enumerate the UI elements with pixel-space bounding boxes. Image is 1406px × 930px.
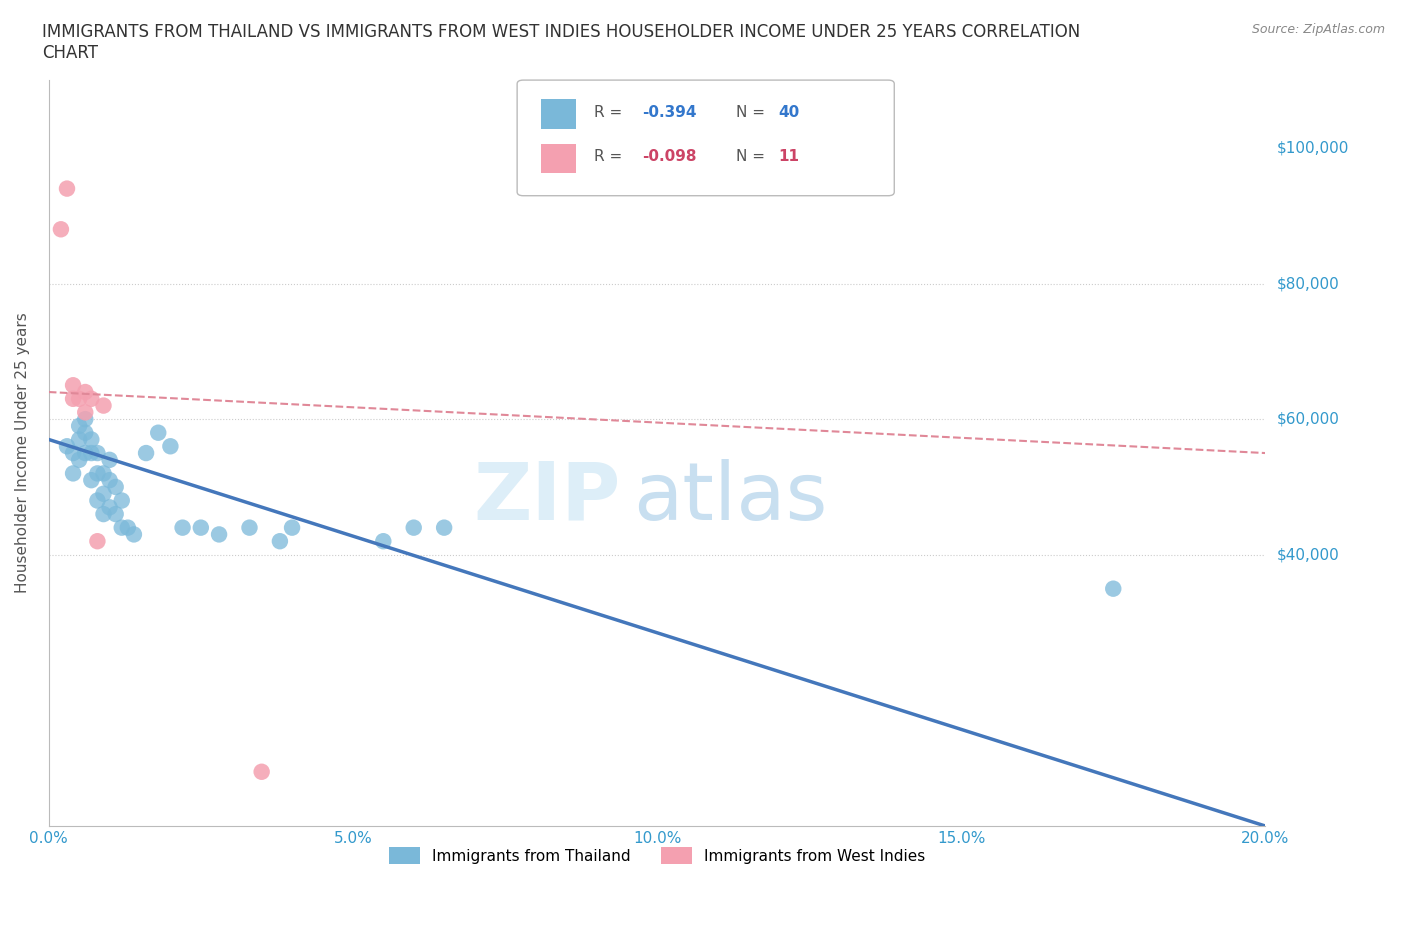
Point bbox=[75, 445, 97, 460]
Text: Source: ZipAtlas.com: Source: ZipAtlas.com bbox=[1251, 23, 1385, 36]
Point bbox=[67, 418, 90, 433]
Point bbox=[98, 452, 121, 467]
Point bbox=[148, 425, 170, 440]
Text: -0.098: -0.098 bbox=[643, 150, 697, 165]
Y-axis label: Householder Income Under 25 years: Householder Income Under 25 years bbox=[15, 312, 30, 593]
Point bbox=[208, 527, 231, 542]
Text: ZIP: ZIP bbox=[474, 458, 620, 537]
Text: R =: R = bbox=[593, 150, 627, 165]
Point bbox=[402, 520, 425, 535]
Point bbox=[281, 520, 304, 535]
Text: N =: N = bbox=[737, 150, 770, 165]
Point bbox=[172, 520, 194, 535]
Point bbox=[111, 493, 134, 508]
Point bbox=[122, 527, 145, 542]
Point bbox=[86, 534, 108, 549]
Point bbox=[238, 520, 260, 535]
Point bbox=[93, 398, 115, 413]
Point bbox=[75, 412, 97, 427]
Text: N =: N = bbox=[737, 105, 770, 120]
Point bbox=[86, 493, 108, 508]
Text: atlas: atlas bbox=[633, 458, 827, 537]
Point bbox=[135, 445, 157, 460]
Point bbox=[75, 425, 97, 440]
Point bbox=[62, 445, 84, 460]
Point bbox=[62, 466, 84, 481]
Text: $100,000: $100,000 bbox=[1277, 140, 1348, 155]
Point bbox=[80, 432, 103, 447]
Point bbox=[67, 392, 90, 406]
Point bbox=[62, 392, 84, 406]
Point bbox=[56, 439, 79, 454]
Text: 11: 11 bbox=[779, 150, 800, 165]
Point bbox=[93, 466, 115, 481]
Point bbox=[80, 445, 103, 460]
Text: IMMIGRANTS FROM THAILAND VS IMMIGRANTS FROM WEST INDIES HOUSEHOLDER INCOME UNDER: IMMIGRANTS FROM THAILAND VS IMMIGRANTS F… bbox=[42, 23, 1080, 62]
Point bbox=[80, 392, 103, 406]
Point bbox=[93, 486, 115, 501]
Point bbox=[62, 378, 84, 392]
Point bbox=[86, 445, 108, 460]
Point bbox=[86, 466, 108, 481]
Point bbox=[159, 439, 181, 454]
Text: $60,000: $60,000 bbox=[1277, 412, 1340, 427]
Point bbox=[98, 472, 121, 487]
Point bbox=[93, 507, 115, 522]
Point bbox=[117, 520, 139, 535]
Text: $80,000: $80,000 bbox=[1277, 276, 1339, 291]
Point bbox=[104, 507, 127, 522]
Point bbox=[75, 385, 97, 400]
FancyBboxPatch shape bbox=[541, 100, 575, 128]
Point bbox=[1102, 581, 1125, 596]
Text: 40: 40 bbox=[779, 105, 800, 120]
Point bbox=[98, 499, 121, 514]
Point bbox=[373, 534, 395, 549]
Point bbox=[433, 520, 456, 535]
Point bbox=[49, 222, 72, 237]
Text: $40,000: $40,000 bbox=[1277, 547, 1339, 563]
Point bbox=[111, 520, 134, 535]
FancyBboxPatch shape bbox=[517, 80, 894, 195]
Point bbox=[56, 181, 79, 196]
Point bbox=[104, 480, 127, 495]
Legend: Immigrants from Thailand, Immigrants from West Indies: Immigrants from Thailand, Immigrants fro… bbox=[382, 841, 931, 870]
Point bbox=[67, 432, 90, 447]
Point bbox=[269, 534, 291, 549]
Text: -0.394: -0.394 bbox=[643, 105, 697, 120]
Point bbox=[67, 452, 90, 467]
Point bbox=[80, 472, 103, 487]
Point bbox=[250, 764, 273, 779]
Point bbox=[190, 520, 212, 535]
FancyBboxPatch shape bbox=[541, 144, 575, 173]
Text: R =: R = bbox=[593, 105, 627, 120]
Point bbox=[75, 405, 97, 419]
